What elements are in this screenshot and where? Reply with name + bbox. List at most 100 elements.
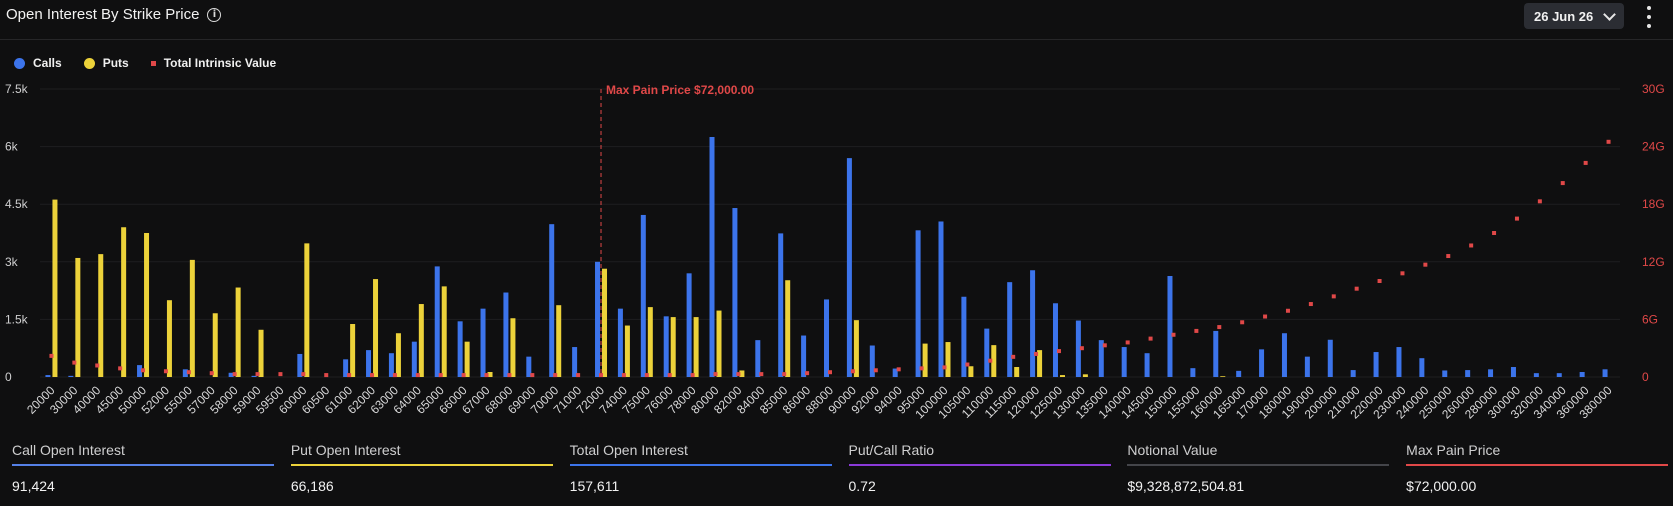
intrinsic-point <box>1285 308 1290 313</box>
call-bar <box>1052 303 1058 377</box>
call-bar <box>434 266 440 377</box>
call-bar <box>1144 353 1150 377</box>
stat-max-pain-price: Max Pain Price $72,000.00 <box>1406 442 1669 494</box>
put-bar <box>739 370 745 377</box>
intrinsic-point <box>72 360 77 365</box>
call-bar <box>961 296 967 377</box>
put-bar <box>647 307 653 377</box>
y-left-tick-label: 6k <box>5 140 19 154</box>
y-right-tick-label: 24G <box>1642 140 1665 154</box>
stat-value: $9,328,872,504.81 <box>1127 478 1245 494</box>
stat-accent-line <box>848 464 1111 466</box>
call-bar <box>1304 356 1310 377</box>
put-bar <box>350 324 356 377</box>
put-bar <box>1014 367 1020 377</box>
y-left-tick-label: 0 <box>5 370 12 384</box>
intrinsic-point <box>1377 279 1382 283</box>
max-pain-label: Max Pain Price $72,000.00 <box>606 83 754 97</box>
intrinsic-point <box>1056 349 1061 354</box>
intrinsic-point <box>530 373 535 378</box>
puts-swatch <box>83 57 95 69</box>
put-bar <box>166 300 172 377</box>
intrinsic-point <box>759 372 764 377</box>
intrinsic-point <box>49 353 54 358</box>
intrinsic-point <box>1263 314 1268 319</box>
call-bar <box>1030 270 1036 377</box>
page-title-text: Open Interest By Strike Price <box>6 6 200 23</box>
intrinsic-point <box>1400 271 1405 276</box>
call-bar <box>503 292 509 377</box>
intrinsic-point <box>1102 343 1107 348</box>
intrinsic-point <box>805 371 810 376</box>
call-bar <box>228 372 234 377</box>
intrinsic-point <box>255 372 260 377</box>
call-bar <box>1373 352 1379 377</box>
stat-value: 66,186 <box>290 478 334 494</box>
call-bar <box>1465 370 1471 377</box>
put-bar <box>716 310 722 377</box>
stat-value: 0.72 <box>848 478 876 494</box>
put-bar <box>373 279 379 377</box>
put-bar <box>1059 375 1065 377</box>
stat-value: $72,000.00 <box>1406 478 1477 494</box>
call-bar <box>1510 367 1516 377</box>
put-bar <box>98 254 104 377</box>
intrinsic-point <box>1011 354 1016 359</box>
call-bar <box>1007 282 1013 377</box>
intrinsic-point <box>1514 216 1519 221</box>
intrinsic-point <box>415 373 420 378</box>
call-bar <box>1121 347 1127 377</box>
more-options-icon[interactable] <box>1644 6 1654 28</box>
intrinsic-point <box>1354 286 1359 291</box>
stat-value: 157,611 <box>569 478 620 494</box>
intrinsic-point <box>392 373 397 378</box>
call-bar <box>343 359 349 377</box>
intrinsic-point <box>690 373 695 378</box>
call-bar <box>457 321 463 377</box>
put-bar <box>510 318 516 377</box>
call-bar <box>1327 339 1333 377</box>
intrinsic-point <box>1469 243 1474 248</box>
call-bar <box>480 308 486 377</box>
call-bar <box>1213 330 1219 377</box>
intrinsic-point <box>1446 254 1451 259</box>
call-bar <box>915 230 921 377</box>
legend-item-puts[interactable]: Puts <box>83 56 129 70</box>
legend-item-calls[interactable]: Calls <box>14 56 62 70</box>
put-bar <box>1037 350 1043 377</box>
call-bar <box>1488 369 1494 377</box>
put-bar <box>144 233 150 377</box>
call-bar <box>1167 276 1173 377</box>
call-bar <box>68 375 74 377</box>
call-bar <box>824 299 829 377</box>
intrinsic-point <box>118 366 123 371</box>
put-bar <box>1082 374 1088 377</box>
intrinsic-point <box>1492 231 1497 235</box>
put-bar <box>556 305 562 377</box>
expiry-date-dropdown[interactable]: 26 Jun 26 <box>1524 3 1624 29</box>
info-icon[interactable]: i <box>207 7 222 22</box>
intrinsic-point <box>1079 346 1084 351</box>
call-bar <box>182 369 188 377</box>
intrinsic-point <box>1331 294 1336 299</box>
stat-value: 91,424 <box>12 478 55 494</box>
legend-item-intrinsic[interactable]: Total Intrinsic Value <box>150 56 276 70</box>
intrinsic-point <box>1560 181 1565 186</box>
intrinsic-point <box>141 368 146 373</box>
put-bar <box>945 342 951 377</box>
intrinsic-point <box>942 365 947 370</box>
intrinsic-point <box>278 372 283 377</box>
put-bar <box>464 341 470 377</box>
call-bar <box>297 353 303 377</box>
call-bar <box>366 350 372 377</box>
call-bar <box>1419 358 1425 377</box>
stat-accent-line <box>290 464 553 466</box>
legend-label-puts: Puts <box>102 56 129 70</box>
y-left-tick-label: 4.5k <box>5 197 29 211</box>
put-bar <box>258 329 264 377</box>
stats-footer: Call Open Interest 91,424 Put Open Interes… <box>0 430 1673 506</box>
call-bar <box>1442 370 1448 377</box>
call-bar <box>1190 368 1196 377</box>
stat-label: Total Open Interest <box>569 442 688 458</box>
intrinsic-point <box>95 363 100 368</box>
